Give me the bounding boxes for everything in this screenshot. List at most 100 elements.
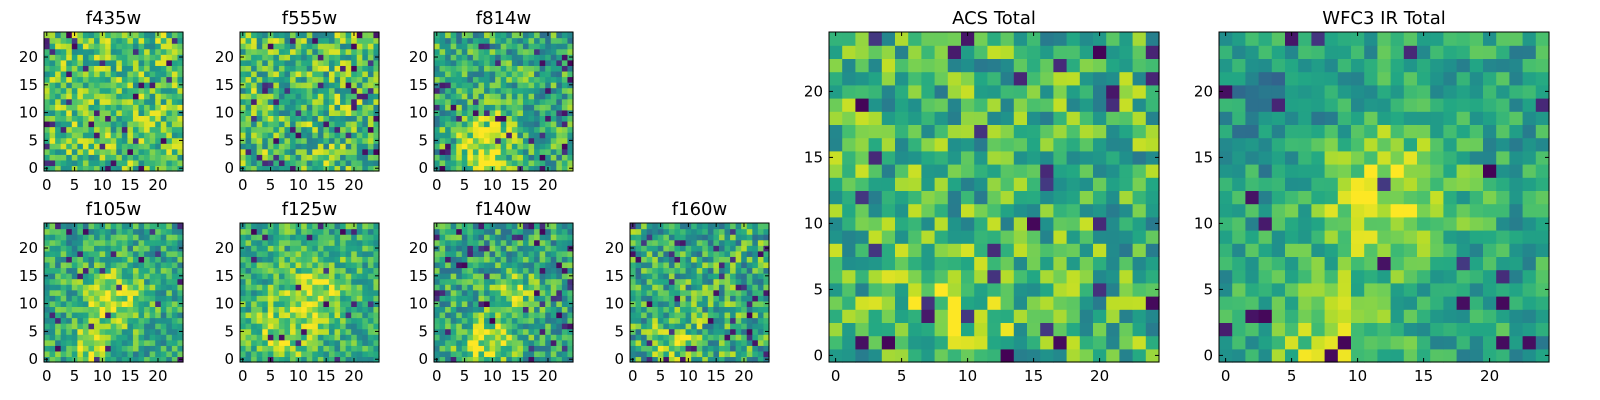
heatmap-cell <box>312 289 319 296</box>
heatmap-cell <box>44 43 51 50</box>
heatmap-cell <box>434 87 441 94</box>
heatmap-cell <box>528 228 535 235</box>
heatmap-cell <box>345 273 352 280</box>
heatmap-cell <box>522 334 530 341</box>
heatmap-cell <box>484 126 491 133</box>
heatmap-cell <box>240 350 247 358</box>
heatmap-cell <box>484 82 491 89</box>
heatmap-cell <box>340 339 347 346</box>
heatmap-cell <box>495 154 502 161</box>
heatmap-cell <box>49 109 56 116</box>
heatmap-cell <box>506 115 513 122</box>
heatmap-cell <box>522 154 530 161</box>
heatmap-cell <box>351 54 358 61</box>
heatmap-cell <box>868 190 883 205</box>
heatmap-cell <box>1079 256 1094 271</box>
y-tick-label: 20 <box>19 48 38 66</box>
heatmap-cell <box>345 345 352 352</box>
heatmap-cell <box>500 334 507 341</box>
heatmap-cell <box>1013 177 1028 191</box>
heatmap-cell <box>127 132 134 139</box>
heatmap-cell <box>160 126 167 133</box>
heatmap-cell <box>245 137 252 144</box>
heatmap-cell <box>155 132 162 139</box>
heatmap-cell <box>461 104 468 111</box>
heatmap-cell <box>947 177 962 191</box>
heatmap-cell <box>680 250 687 257</box>
heatmap-cell <box>472 154 480 161</box>
heatmap-cell <box>567 120 574 128</box>
heatmap-cell <box>132 345 140 352</box>
heatmap-cell <box>556 295 563 302</box>
heatmap-cell <box>495 109 502 116</box>
heatmap-cell <box>467 228 474 235</box>
heatmap-cell <box>105 317 112 324</box>
heatmap-cell <box>367 165 375 172</box>
heatmap-cell <box>284 48 291 55</box>
heatmap-cell <box>652 356 659 363</box>
heatmap-cell <box>367 300 375 307</box>
heatmap-cell <box>947 243 962 257</box>
heatmap-cell <box>144 54 151 61</box>
heatmap-cell <box>66 120 73 128</box>
heatmap-cell <box>284 273 291 280</box>
heatmap-cell <box>545 65 552 72</box>
heatmap-cell <box>166 104 173 111</box>
heatmap-cell <box>351 300 358 307</box>
heatmap-cell <box>362 43 369 50</box>
heatmap-cell <box>724 328 731 335</box>
heatmap-cell <box>251 278 258 285</box>
heatmap-cell <box>450 93 457 100</box>
heatmap-cell <box>561 87 569 94</box>
heatmap-cell <box>44 311 51 319</box>
heatmap-cell <box>251 267 258 274</box>
heatmap-cell <box>456 250 463 257</box>
heatmap-cell <box>1093 322 1107 337</box>
heatmap-cell <box>663 295 670 302</box>
heatmap-cell <box>295 267 302 274</box>
heatmap-cell <box>267 228 274 235</box>
heatmap-cell <box>290 43 297 50</box>
heatmap-cell <box>842 322 856 337</box>
heatmap-cell <box>439 328 446 335</box>
heatmap-cell <box>334 323 341 330</box>
heatmap-cell <box>1027 256 1041 271</box>
heatmap-cell <box>334 48 341 55</box>
heatmap-cell <box>668 284 676 291</box>
heatmap-cell <box>240 261 247 269</box>
heatmap-cell <box>94 65 101 72</box>
heatmap-cell <box>652 328 659 335</box>
heatmap-cell <box>829 150 843 165</box>
heatmap-cell <box>60 104 67 111</box>
heatmap-cell <box>646 334 653 341</box>
heatmap-cell <box>138 289 145 296</box>
heatmap-cell <box>256 311 263 319</box>
heatmap-cell <box>696 306 703 313</box>
heatmap-cell <box>306 289 313 296</box>
heatmap-cell <box>495 37 502 44</box>
heatmap-cell <box>635 334 642 341</box>
heatmap-cell <box>166 228 173 235</box>
heatmap-cell <box>472 165 480 172</box>
heatmap-cell <box>144 104 151 111</box>
heatmap-cell <box>245 59 252 66</box>
heatmap-cell <box>110 317 117 324</box>
heatmap-cell <box>511 323 518 330</box>
heatmap-cell <box>646 245 653 252</box>
heatmap-cell <box>132 93 140 100</box>
heatmap-cell <box>290 120 297 128</box>
y-tick-label: 20 <box>409 48 428 66</box>
heatmap-cell <box>1000 335 1015 350</box>
heatmap-cell <box>317 126 324 133</box>
heatmap-cell <box>539 245 546 252</box>
heatmap-cell <box>987 230 1002 244</box>
heatmap-cell <box>267 273 274 280</box>
heatmap-cell <box>550 87 557 94</box>
heatmap-cell <box>240 295 247 302</box>
heatmap-cell <box>724 234 731 241</box>
heatmap-cell <box>262 59 269 66</box>
heatmap-cell <box>60 311 67 319</box>
heatmap-cell <box>99 59 106 66</box>
heatmap-cell <box>71 48 78 55</box>
heatmap-cell <box>855 282 870 297</box>
